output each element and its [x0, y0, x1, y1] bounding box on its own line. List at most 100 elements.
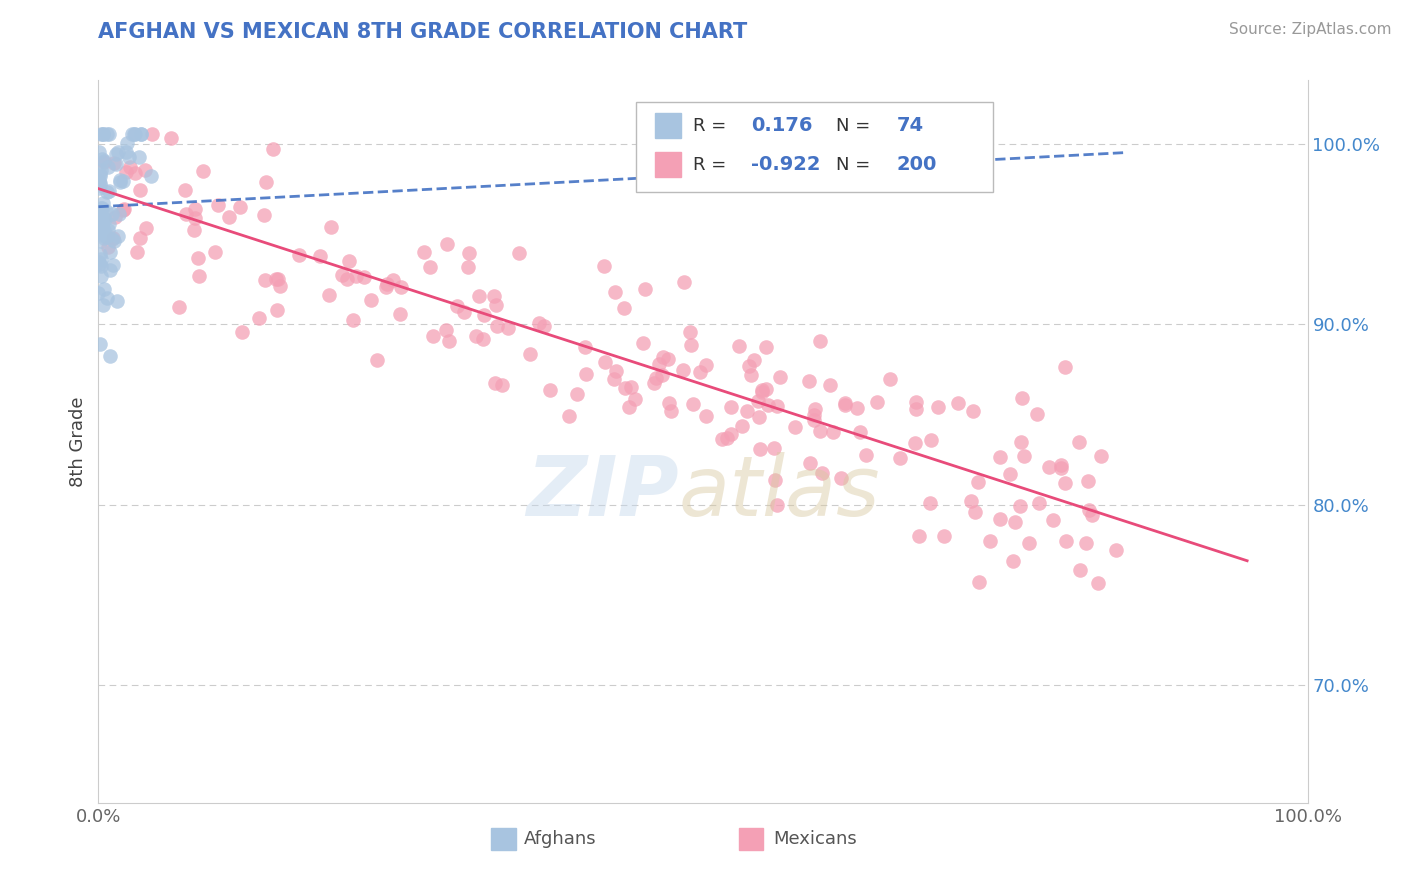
Point	[574, 340, 596, 354]
Point	[593, 355, 616, 369]
Point	[229, 200, 252, 214]
Point	[962, 403, 984, 417]
Text: N =: N =	[837, 156, 870, 174]
Point	[960, 494, 983, 508]
Point	[89, 145, 111, 160]
Point	[103, 258, 125, 272]
Point	[108, 175, 131, 189]
Point	[603, 372, 626, 386]
Point	[103, 155, 125, 169]
Point	[90, 268, 112, 283]
Point	[830, 471, 852, 485]
Point	[491, 378, 513, 392]
Point	[465, 328, 488, 343]
Point	[998, 467, 1021, 481]
Point	[167, 300, 190, 314]
Point	[457, 260, 479, 275]
Point	[91, 212, 114, 227]
Text: 200: 200	[897, 155, 936, 174]
Point	[731, 419, 754, 434]
Point	[927, 400, 949, 414]
Point	[920, 433, 942, 447]
Point	[114, 164, 136, 178]
Point	[803, 409, 825, 423]
Point	[849, 425, 872, 439]
Point	[100, 207, 122, 221]
Point	[183, 223, 205, 237]
Point	[266, 272, 288, 286]
Point	[434, 323, 457, 337]
Bar	[655, 113, 682, 138]
Point	[659, 404, 682, 418]
Point	[330, 268, 353, 283]
Point	[105, 157, 128, 171]
Point	[558, 409, 581, 423]
Point	[91, 219, 114, 233]
Point	[90, 223, 112, 237]
Point	[533, 318, 555, 333]
Point	[834, 398, 856, 412]
Point	[89, 177, 111, 191]
Point	[1011, 391, 1033, 405]
Point	[105, 146, 128, 161]
Point	[695, 358, 717, 372]
Point	[93, 231, 115, 245]
Point	[191, 163, 214, 178]
Point	[1049, 458, 1071, 473]
Point	[979, 534, 1001, 549]
Point	[748, 442, 770, 456]
Point	[96, 229, 118, 244]
Point	[91, 211, 114, 226]
Point	[91, 196, 114, 211]
Point	[93, 153, 115, 168]
Point	[1053, 475, 1076, 490]
Point	[124, 166, 146, 180]
Point	[207, 198, 229, 212]
Point	[107, 228, 129, 243]
Text: N =: N =	[837, 117, 870, 135]
Point	[98, 245, 121, 260]
Point	[1010, 435, 1032, 450]
Point	[101, 232, 124, 246]
Point	[91, 128, 114, 142]
Point	[96, 185, 118, 199]
Point	[90, 202, 112, 216]
Bar	[655, 153, 682, 178]
Point	[89, 167, 111, 181]
Point	[231, 325, 253, 339]
Point	[496, 321, 519, 335]
Point	[834, 396, 856, 410]
Point	[769, 370, 792, 384]
Point	[633, 282, 655, 296]
Point	[965, 505, 987, 519]
Point	[651, 368, 673, 382]
Point	[124, 128, 146, 142]
Point	[135, 221, 157, 235]
Point	[129, 183, 152, 197]
Point	[603, 285, 626, 299]
Point	[821, 425, 844, 439]
Point	[808, 424, 831, 438]
Point	[797, 375, 820, 389]
Point	[104, 210, 127, 224]
Point	[908, 529, 931, 543]
Text: 74: 74	[897, 116, 924, 136]
Point	[288, 248, 311, 262]
Point	[253, 273, 276, 287]
Point	[1010, 499, 1032, 513]
Point	[1087, 575, 1109, 590]
Point	[87, 211, 110, 225]
Point	[810, 466, 832, 480]
Point	[318, 288, 340, 302]
Point	[353, 269, 375, 284]
Point	[751, 384, 773, 398]
Point	[1077, 502, 1099, 516]
Point	[129, 128, 152, 142]
Point	[486, 318, 509, 333]
Point	[631, 335, 654, 350]
Point	[747, 394, 769, 409]
Point	[360, 293, 382, 307]
Point	[366, 352, 388, 367]
Point	[117, 136, 139, 150]
Point	[87, 181, 110, 195]
